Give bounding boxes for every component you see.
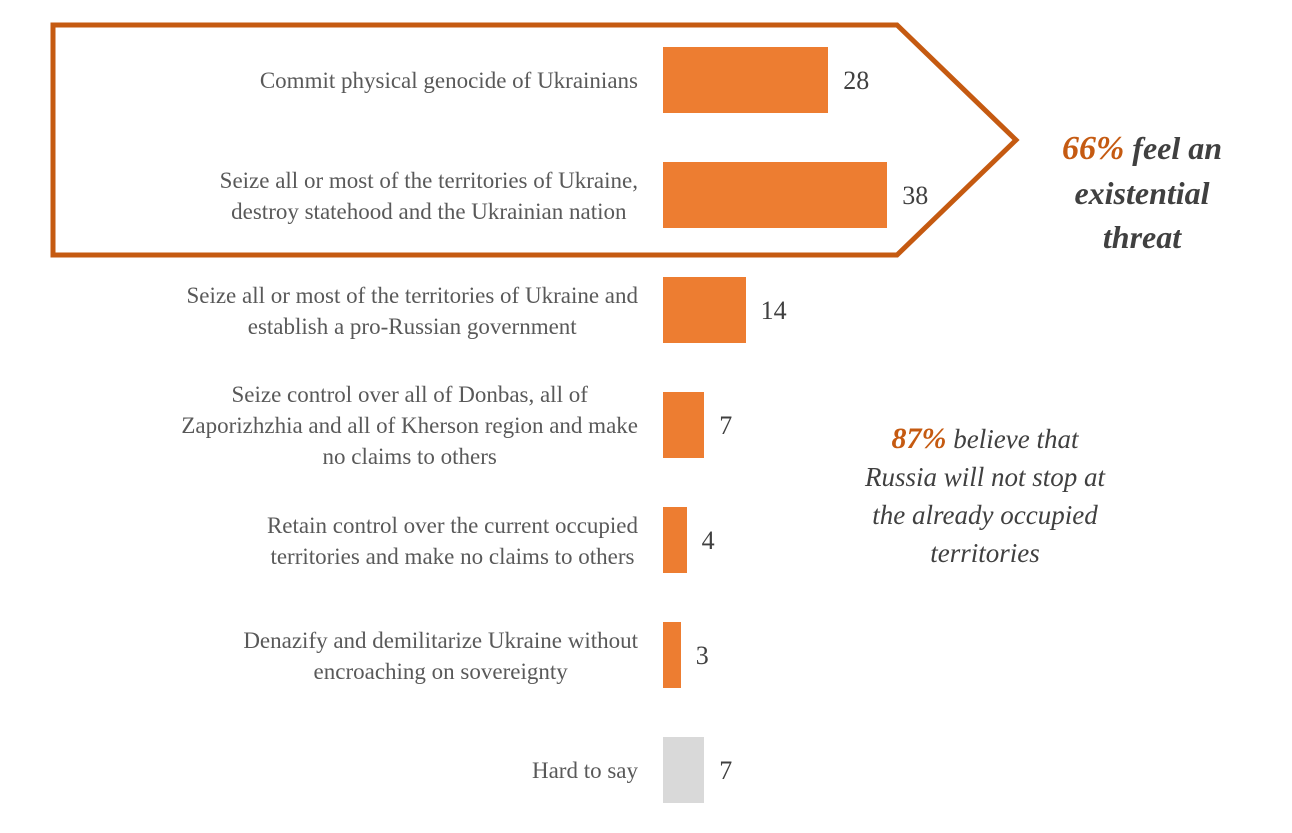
category-label-text: Denazify and demilitarize Ukraine withou… [243,627,638,684]
existential-threat-text: feel an existential threat [1074,130,1223,255]
value-label: 38 [902,180,929,210]
value-label: 7 [719,410,733,440]
category-label: Seize all or most of the territories of … [36,253,638,368]
chart-row: Seize control over all of Donbas, all of… [0,368,1292,483]
category-label-text: Seize control over all of Donbas, all of… [181,382,638,469]
category-label-text: Seize all or most of the territories of … [219,167,638,224]
category-label-text: Retain control over the current occupied… [266,512,638,569]
not-stop-callout: 87% believe that Russia will not stop at… [810,382,1160,572]
existential-threat-percent: 66% [1061,130,1125,167]
category-label: Hard to say [36,713,638,828]
bar [663,737,705,803]
category-label-text: Commit physical genocide of Ukrainians [259,68,638,93]
not-stop-text: believe that Russia will not stop at the… [864,424,1106,568]
value-label: 14 [760,295,787,325]
value-label: 28 [843,65,870,95]
chart-row: Hard to say 7 [0,713,1292,828]
bar [663,392,705,458]
bar [663,622,681,688]
not-stop-percent: 87% [891,422,947,455]
value-label: 7 [719,755,733,785]
category-label-text: Hard to say [531,758,638,783]
chart-row: Seize all or most of the territories of … [0,253,1292,368]
bar [663,277,746,343]
chart-row: Retain control over the current occupied… [0,483,1292,598]
chart-row: Denazify and demilitarize Ukraine withou… [0,598,1292,713]
category-label: Retain control over the current occupied… [36,483,638,598]
chart-row: Seize all or most of the territories of … [0,138,1292,253]
chart-row: Commit physical genocide of Ukrainians 28 [0,23,1292,138]
category-label: Denazify and demilitarize Ukraine withou… [36,598,638,713]
category-label: Commit physical genocide of Ukrainians [36,23,638,138]
category-label: Seize all or most of the territories of … [36,138,638,253]
bar [663,162,888,228]
bar [663,47,829,113]
value-label: 4 [701,525,715,555]
category-label-text: Seize all or most of the territories of … [186,282,638,339]
bar [663,507,687,573]
value-label: 3 [695,640,709,670]
category-label: Seize control over all of Donbas, all of… [36,368,638,483]
existential-threat-callout: 66% feel an existential threat [1022,82,1262,259]
